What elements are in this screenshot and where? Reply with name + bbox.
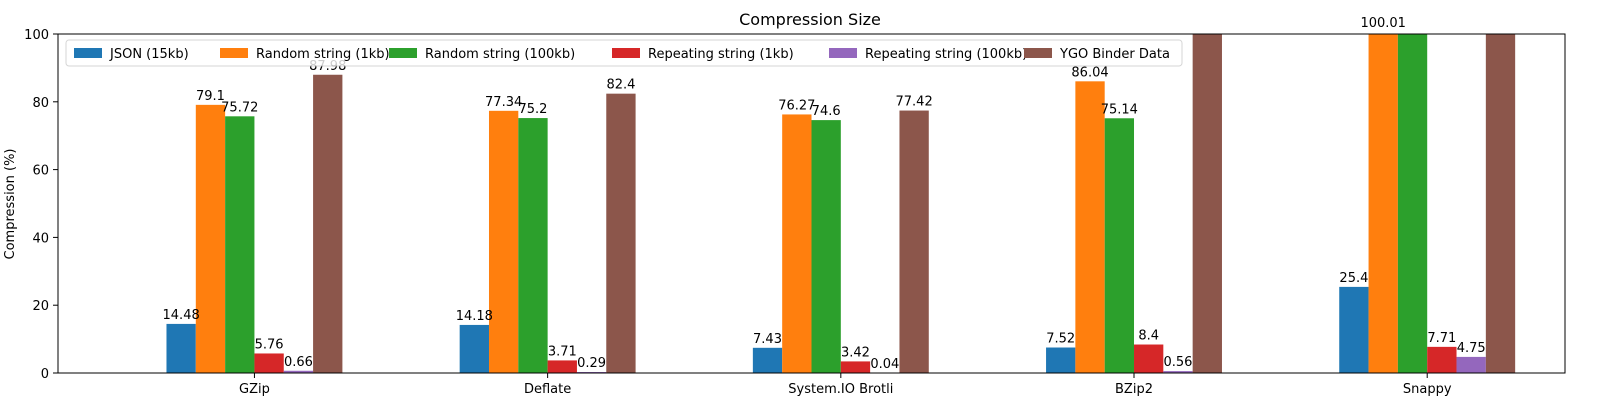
data-label: 14.48 bbox=[163, 308, 200, 323]
bar bbox=[606, 94, 635, 373]
data-label: 7.52 bbox=[1046, 332, 1075, 347]
bar bbox=[1457, 357, 1486, 373]
data-label: 82.4 bbox=[606, 78, 635, 93]
bar bbox=[1398, 34, 1427, 373]
bar bbox=[1105, 118, 1134, 373]
data-label: 4.75 bbox=[1457, 341, 1486, 356]
bar bbox=[1193, 34, 1222, 373]
legend-label: Random string (1kb) bbox=[256, 47, 390, 62]
bar bbox=[460, 325, 489, 373]
y-tick-label: 20 bbox=[32, 299, 49, 314]
data-label: 75.2 bbox=[518, 102, 547, 117]
x-tick-label: Deflate bbox=[524, 382, 571, 397]
data-label: 3.71 bbox=[548, 344, 577, 359]
data-label: 75.14 bbox=[1101, 102, 1138, 117]
data-label: 8.4 bbox=[1138, 329, 1159, 344]
bar bbox=[1075, 81, 1104, 373]
legend-swatch bbox=[1024, 48, 1052, 58]
y-tick-label: 100 bbox=[24, 28, 49, 43]
legend-label: YGO Binder Data bbox=[1059, 47, 1170, 62]
bar bbox=[753, 348, 782, 373]
data-label: 0.66 bbox=[284, 355, 313, 370]
legend-label: Repeating string (1kb) bbox=[648, 47, 794, 62]
series-3 bbox=[225, 34, 1427, 373]
bar bbox=[1369, 34, 1398, 373]
bar bbox=[489, 111, 518, 373]
data-label: 5.76 bbox=[255, 337, 284, 352]
x-tick-label: BZip2 bbox=[1115, 382, 1153, 397]
bar bbox=[225, 116, 254, 373]
chart-title: Compression Size bbox=[739, 10, 881, 29]
y-tick-label: 40 bbox=[32, 231, 49, 246]
legend-swatch bbox=[220, 48, 248, 58]
data-label: 25.4 bbox=[1339, 271, 1368, 286]
bar bbox=[1134, 345, 1163, 373]
data-label: 100.01 bbox=[1360, 16, 1406, 31]
data-label: 7.43 bbox=[753, 332, 782, 347]
legend-label: JSON (15kb) bbox=[109, 47, 189, 62]
y-tick-label: 80 bbox=[32, 96, 49, 111]
data-label: 0.56 bbox=[1164, 355, 1193, 370]
data-label: 14.18 bbox=[456, 309, 493, 324]
data-label: 0.04 bbox=[870, 357, 899, 372]
data-label: 0.29 bbox=[577, 356, 606, 371]
bars-layer bbox=[166, 34, 1515, 373]
bar bbox=[841, 361, 870, 373]
legend-label: Random string (100kb) bbox=[425, 47, 575, 62]
data-label: 77.42 bbox=[896, 95, 933, 110]
data-label: 76.27 bbox=[778, 98, 815, 113]
x-tick-label: System.IO Brotli bbox=[788, 382, 893, 397]
bar bbox=[1046, 348, 1075, 373]
data-label: 77.34 bbox=[485, 95, 522, 110]
legend-swatch bbox=[389, 48, 417, 58]
y-tick-label: 60 bbox=[32, 164, 49, 179]
legend: JSON (15kb) Random string (1kb) Random str… bbox=[66, 40, 1182, 66]
data-label: 75.72 bbox=[221, 100, 258, 115]
legend-label: Repeating string (100kb) bbox=[865, 47, 1027, 62]
x-tick-label: Snappy bbox=[1403, 382, 1452, 397]
bar bbox=[166, 324, 195, 373]
legend-swatch bbox=[74, 48, 102, 58]
legend-swatch bbox=[829, 48, 857, 58]
data-label: 7.71 bbox=[1427, 331, 1456, 346]
bar bbox=[812, 120, 841, 373]
legend-swatch bbox=[612, 48, 640, 58]
bar bbox=[1427, 347, 1456, 373]
bar bbox=[196, 105, 225, 373]
bar bbox=[313, 75, 342, 373]
bar bbox=[899, 111, 928, 373]
data-label: 86.04 bbox=[1071, 65, 1108, 80]
bar bbox=[782, 114, 811, 373]
bar bbox=[518, 118, 547, 373]
data-label: 3.42 bbox=[841, 345, 870, 360]
x-tick-label: GZip bbox=[239, 382, 270, 397]
data-label: 74.6 bbox=[812, 104, 841, 119]
y-axis-label: Compression (%) bbox=[3, 149, 18, 260]
bar bbox=[254, 353, 283, 373]
bar bbox=[1339, 287, 1368, 373]
bar bbox=[1486, 34, 1515, 373]
bar bbox=[548, 360, 577, 373]
y-tick-label: 0 bbox=[41, 367, 49, 382]
